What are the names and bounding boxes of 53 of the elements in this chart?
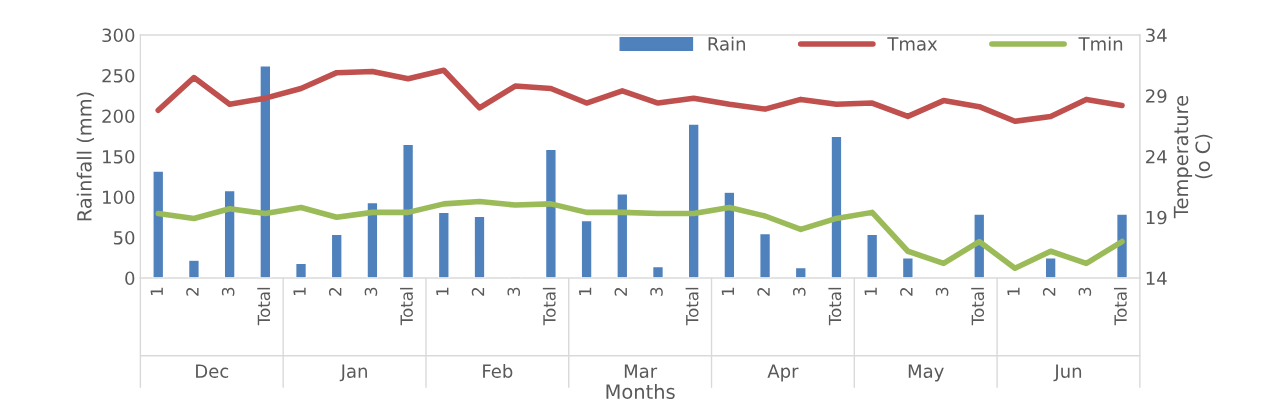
- y-tick-label: 0: [125, 271, 135, 286]
- legend-label: Tmax: [887, 37, 938, 51]
- x-tick-label: 3: [793, 287, 806, 296]
- y2-tick-label: 14: [1146, 271, 1167, 285]
- text: Mar: [624, 364, 658, 378]
- x-tick-label: Total: [828, 287, 842, 326]
- x-tick-label: 2: [614, 287, 627, 296]
- x-tick-label: 2: [1042, 287, 1056, 296]
- y2-tick-label: 24: [1146, 149, 1167, 164]
- x-tick-label: 1: [721, 287, 734, 296]
- x-tick-label: 1: [150, 287, 163, 296]
- y-tick-label: 200: [102, 109, 135, 124]
- x-axis-title: Months: [606, 383, 675, 400]
- x-tick-label: Total: [971, 287, 985, 326]
- x-tick-label: 1: [293, 287, 306, 296]
- x-tick-label: Total: [1113, 287, 1127, 326]
- x-tick-label: Total: [542, 287, 556, 326]
- y2-axis-title: Temperature (o C): [1173, 95, 1213, 219]
- x-tick-label: 2: [757, 287, 770, 296]
- x-tick-label: 1: [579, 287, 592, 296]
- text: Dec: [196, 364, 229, 378]
- x-tick-label: 1: [1007, 287, 1020, 296]
- text: Feb: [483, 364, 513, 378]
- x-tick-label: 1: [436, 287, 449, 296]
- text: Jun: [1053, 364, 1082, 382]
- y2-tick-label: 29: [1146, 89, 1167, 103]
- y-tick-label: 300: [102, 28, 135, 43]
- x-tick-label: 2: [900, 287, 913, 296]
- text: Jan: [339, 364, 367, 382]
- y-tick-label: 150: [103, 149, 135, 164]
- text: Apr: [767, 364, 799, 382]
- x-tick-label: Total: [685, 287, 699, 326]
- x-tick-label: 1: [864, 287, 877, 296]
- legend-label: Tmin: [1078, 36, 1123, 51]
- x-tick-label: 2: [471, 287, 485, 296]
- y-tick-label: 100: [103, 190, 135, 205]
- legend-label: Rain: [708, 36, 745, 51]
- y-tick-label: 250: [102, 68, 135, 83]
- x-tick-label: 2: [186, 287, 199, 296]
- x-tick-label: 3: [507, 287, 521, 296]
- x-tick-label: 3: [364, 287, 378, 296]
- x-tick-label: Total: [257, 287, 271, 326]
- x-tick-label: 3: [1078, 287, 1092, 296]
- x-tick-label: Total: [400, 287, 413, 326]
- x-tick-label: 2: [328, 287, 342, 296]
- y-axis-title: Rainfall (mm): [76, 92, 95, 221]
- x-tick-label: 3: [650, 287, 663, 296]
- y2-tick-label: 34: [1146, 28, 1167, 43]
- x-tick-label: 3: [935, 287, 949, 296]
- x-tick-label: 3: [221, 287, 235, 296]
- text: May: [908, 364, 944, 382]
- y2-tick-label: 19: [1146, 210, 1167, 225]
- y-tick-label: 50: [113, 230, 135, 245]
